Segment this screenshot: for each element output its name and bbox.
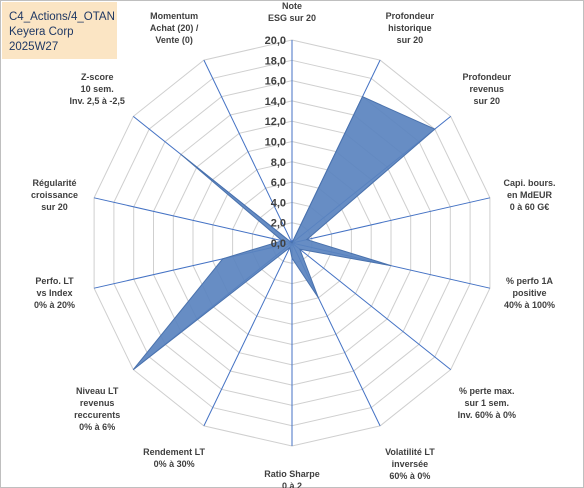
axis-label-13: Momentum Achat (20) / Vente (0) [150,11,199,45]
axis-label-2-line-2: sur 20 [474,96,501,106]
axis-label-1-line-2: sur 20 [397,35,424,45]
tick-label-10: 20,0 [265,35,286,47]
axis-label-0-line-1: ESG sur 20 [268,13,316,23]
tick-label-3: 6,0 [271,177,286,189]
axis-label-10-line-1: vs Index [36,288,72,298]
spoke-11 [93,197,293,244]
axis-label-11-line-0: Régularité [32,178,76,188]
axis-label-3-line-2: 0 à 60 G€ [510,202,550,212]
axis-label-4-line-2: 40% à 100% [504,300,555,310]
axis-label-2-line-0: Profondeur [463,72,512,82]
spoke-13 [203,59,293,244]
axis-label-8: Rendement LT 0% à 30% [143,447,205,469]
tick-label-5: 10,0 [265,137,286,149]
axis-label-9-line-1: revenus [80,398,115,408]
axis-label-12-line-1: 10 sem. [81,84,114,94]
axis-label-9-line-3: 0% à 6% [79,422,115,432]
axis-label-1-line-0: Profondeur [386,11,435,21]
axis-label-12-line-0: Z-score [81,72,114,82]
axis-label-1-line-1: historique [388,23,432,33]
tick-label-6: 12,0 [265,116,286,128]
tick-label-9: 18,0 [265,55,286,67]
axis-label-8-line-0: Rendement LT [143,447,205,457]
axis-label-0-line-0: Note [282,1,302,11]
axis-label-3: Capi. bours. en MdEUR 0 à 60 G€ [503,178,555,212]
tick-label-0: 0,0 [271,238,286,250]
axis-label-1: Profondeur historique sur 20 [386,11,435,45]
axis-label-13-line-0: Momentum [150,11,198,21]
tick-label-2: 4,0 [271,197,286,209]
axis-label-6-line-0: Volatilité LT [385,447,435,457]
axis-label-3-line-1: en MdEUR [507,190,553,200]
title-line-1: C4_Actions/4_OTAN [9,11,115,23]
axis-label-12-line-2: Inv. 2,5 à -2,5 [70,96,125,106]
axis-label-6: Volatilité LT inversée 60% à 0% [385,447,435,481]
axis-label-5-line-0: % perte max. [459,386,515,396]
axis-label-5: % perte max. sur 1 sem. Inv. 60% à 0% [458,386,516,420]
axis-label-7-line-0: Ratio Sharpe [264,469,320,479]
axis-label-5-line-2: Inv. 60% à 0% [458,410,516,420]
tick-label-1: 2,0 [271,218,286,230]
axis-label-11-line-1: croissance [31,190,78,200]
tick-label-8: 16,0 [265,76,286,88]
axis-label-12: Z-score 10 sem. Inv. 2,5 à -2,5 [70,72,125,106]
axis-label-3-line-0: Capi. bours. [503,178,555,188]
axis-label-4: % perfo 1A positive 40% à 100% [504,276,555,310]
axis-label-10: Perfo. LT vs Index 0% à 20% [34,276,75,310]
axis-label-10-line-0: Perfo. LT [35,276,74,286]
axis-label-13-line-2: Vente (0) [155,35,193,45]
spoke-5 [291,242,452,370]
series-0-area [132,96,436,370]
axis-label-6-line-2: 60% à 0% [389,471,430,481]
spoke-3 [291,197,491,244]
spoke-8 [203,242,293,427]
axis-label-11-line-2: sur 20 [41,202,68,212]
axis-label-5-line-1: sur 1 sem. [465,398,510,408]
axis-label-10-line-2: 0% à 20% [34,300,75,310]
axis-label-2-line-1: revenus [470,84,505,94]
axis-label-2: Profondeur revenus sur 20 [463,72,512,106]
axis-label-4-line-1: positive [512,288,546,298]
tick-label-4: 8,0 [271,157,286,169]
axis-label-6-line-1: inversée [392,459,429,469]
axis-label-9-line-0: Niveau LT [76,386,119,396]
axis-label-7-line-1: 0 à 2 [282,481,302,488]
title-line-3: 2025W27 [9,41,59,53]
axis-label-7: Ratio Sharpe 0 à 2 [264,469,320,488]
axis-label-8-line-1: 0% à 30% [154,459,195,469]
axis-label-4-line-0: % perfo 1A [506,276,554,286]
tick-label-7: 14,0 [265,96,286,108]
title-line-2: Keyera Corp [9,26,74,38]
axis-label-11: Régularité croissance sur 20 [31,178,78,212]
axis-label-9: Niveau LT revenus reccurents 0% à 6% [74,386,120,432]
axis-label-0: Note ESG sur 20 [268,1,316,23]
axis-label-9-line-2: reccurents [74,410,120,420]
title-box: C4_Actions/4_OTAN Keyera Corp 2025W27 [2,2,117,59]
axis-label-13-line-1: Achat (20) / [150,23,199,33]
